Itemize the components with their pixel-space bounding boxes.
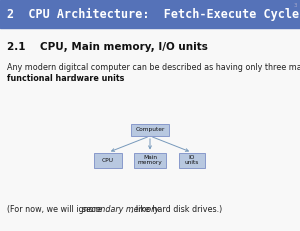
Bar bbox=[0, 0, 300, 28]
Text: 3: 3 bbox=[293, 3, 297, 8]
Text: :: : bbox=[69, 74, 72, 83]
Text: 2.1    CPU, Main memory, I/O units: 2.1 CPU, Main memory, I/O units bbox=[7, 42, 208, 52]
Text: Computer: Computer bbox=[135, 128, 165, 133]
Text: Any modern digitcal computer can be described as having only three major: Any modern digitcal computer can be desc… bbox=[7, 63, 300, 72]
Text: IO
units: IO units bbox=[185, 155, 199, 165]
FancyBboxPatch shape bbox=[179, 152, 205, 167]
Text: secondary memory: secondary memory bbox=[82, 205, 160, 214]
FancyBboxPatch shape bbox=[134, 152, 166, 167]
Text: CPU: CPU bbox=[102, 158, 114, 162]
Text: (For now, we will ignore: (For now, we will ignore bbox=[7, 205, 104, 214]
Text: 2  CPU Architecture:  Fetch-Execute Cycle: 2 CPU Architecture: Fetch-Execute Cycle bbox=[7, 7, 299, 21]
Text: , like hard disk drives.): , like hard disk drives.) bbox=[131, 205, 222, 214]
Text: Main
memory: Main memory bbox=[138, 155, 162, 165]
FancyBboxPatch shape bbox=[94, 152, 122, 167]
FancyBboxPatch shape bbox=[131, 124, 169, 136]
Text: functional hardware units: functional hardware units bbox=[7, 74, 124, 83]
